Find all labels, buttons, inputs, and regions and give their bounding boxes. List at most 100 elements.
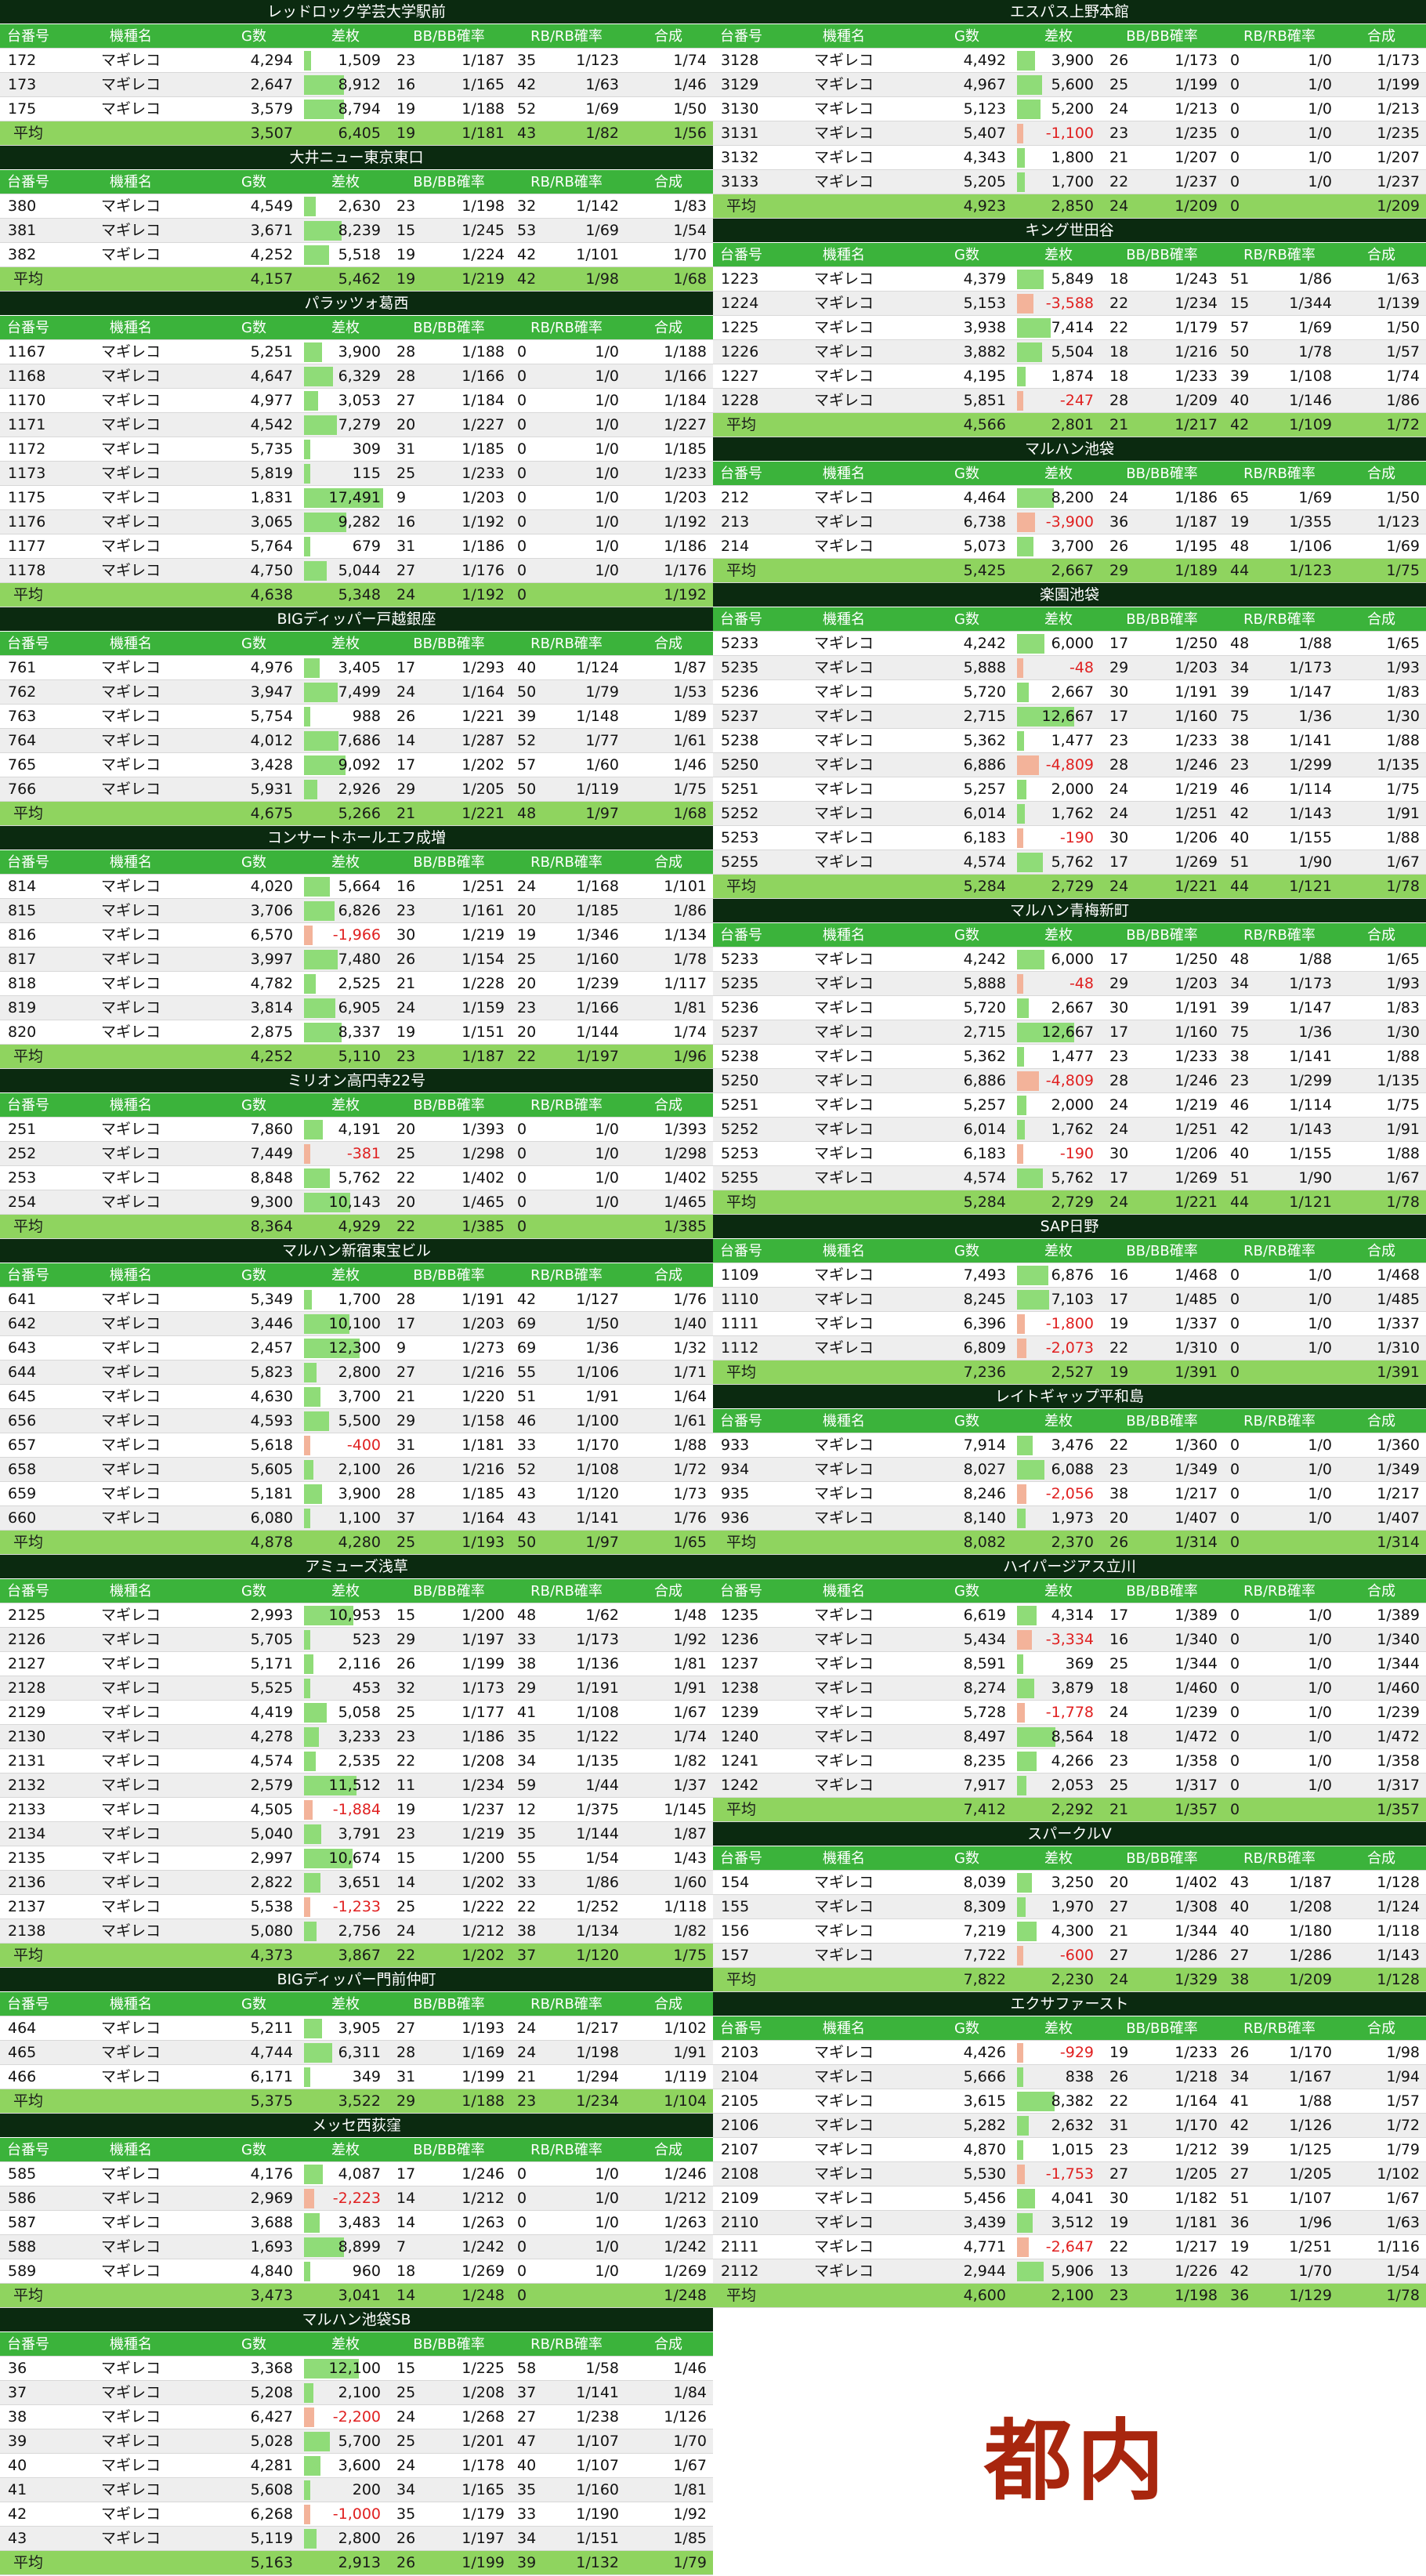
table-row: 5238 マギレコ 5,362 1,477 23 1/233 38 1/141 1/88 (713, 729, 1426, 753)
table-row: 5251 マギレコ 5,257 2,000 24 1/219 46 1/114 1/75 (713, 1093, 1426, 1118)
col-header-machine-name: 機種名 (823, 1243, 865, 1259)
combined-cell: 1/82 (673, 1922, 707, 1940)
diff-bar (304, 51, 311, 71)
bb-rate: 1/219 (1174, 781, 1218, 798)
store-title: メッセ西荻窪 (0, 2114, 713, 2138)
col-header-machine-no: 台番号 (7, 1583, 49, 1600)
diff-bar (1017, 2262, 1044, 2281)
rb-rate: 1/143 (1289, 805, 1332, 822)
col-header-machine-name: 機種名 (823, 28, 865, 45)
store-block: エクサファースト 台番号 機種名 G数 差枚 BB/BB確率 RB/RB確率 合成 2103 マギ… (713, 1992, 1426, 2308)
rb-rate: 1/147 (1289, 999, 1332, 1016)
col-header-rb: RB/RB確率 (530, 28, 603, 45)
diff-cell: -2,073 (1015, 1336, 1102, 1360)
store-title: ハイパージアス立川 (713, 1555, 1426, 1579)
rb-pair: 0 1/0 (1230, 1312, 1337, 1336)
table-row: 1240 マギレコ 8,497 8,564 18 1/472 0 1/0 1/472 (713, 1725, 1426, 1749)
games-cell: 5,754 (250, 708, 293, 725)
table-row: 1223 マギレコ 4,379 5,849 18 1/243 51 1/86 1/63 (713, 267, 1426, 292)
combined-cell: 1/88 (1386, 829, 1420, 846)
machine-no-cell: 2137 (8, 1898, 46, 1915)
combined-cell: 1/360 (1377, 1437, 1420, 1454)
rb-cell: 42 1/143 (1222, 802, 1337, 826)
combined-cell: 1/349 (1377, 1461, 1420, 1478)
rb-count: 0 (1230, 1728, 1240, 1745)
machine-no-cell: 36 (8, 2360, 27, 2377)
bb-pair: 24 1/268 (396, 2405, 509, 2429)
bb-cell: 27 1/205 (1102, 2162, 1222, 2187)
diff-value: 10,143 (328, 1194, 381, 1211)
machine-no-cell: 1172 (8, 440, 46, 458)
machine-no-cell: 766 (8, 781, 37, 798)
combined-cell: 1/358 (1377, 1752, 1420, 1770)
col-header-bb: BB/BB確率 (413, 28, 485, 45)
bb-rate: 1/216 (461, 1364, 505, 1381)
diff-value: 4,087 (338, 2165, 381, 2183)
rb-rate: 1/155 (1289, 829, 1332, 846)
rb-rate: 1/170 (576, 1437, 619, 1454)
bb-count: 26 (1109, 538, 1129, 555)
games-cell: 5,181 (250, 1485, 293, 1502)
header-row: 台番号 機種名 G数 差枚 BB/BB確率 RB/RB確率 合成 (0, 24, 713, 49)
bb-rate: 1/164 (1174, 2092, 1218, 2110)
table-row: 173 マギレコ 2,647 8,912 16 1/165 42 1/63 1/46 (0, 73, 713, 97)
diff-cell: -3,900 (1015, 510, 1102, 534)
games-cell: 4,967 (963, 76, 1006, 93)
diff-value: -2,056 (1045, 1485, 1094, 1502)
bb-pair: 27 1/216 (396, 1360, 509, 1385)
rb-rate: 1/86 (585, 1874, 619, 1891)
table-row: 2107 マギレコ 4,870 1,015 23 1/212 39 1/125 1/79 (713, 2138, 1426, 2162)
bb-pair: 19 1/237 (396, 1798, 509, 1822)
rb-pair: 44 1/121 (1230, 1190, 1337, 1215)
machine-name-cell: マギレコ (100, 1607, 161, 1624)
rb-pair: 33 1/170 (517, 1433, 624, 1458)
rb-pair: 48 1/88 (1230, 947, 1337, 972)
rb-cell: 38 1/141 (1222, 1045, 1337, 1069)
diff-value: -1,233 (332, 1898, 381, 1915)
bb-pair: 25 1/317 (1109, 1773, 1222, 1798)
games-cell: 3,938 (963, 319, 1006, 336)
bb-rate: 1/201 (461, 2433, 505, 2450)
combined-cell: 1/460 (1377, 1679, 1420, 1697)
rb-cell: 23 1/234 (509, 2089, 624, 2114)
combined-cell: 1/119 (664, 2068, 707, 2085)
diff-bar (304, 2067, 310, 2087)
table-row: 2131 マギレコ 4,574 2,535 22 1/208 34 1/135 1/82 (0, 1749, 713, 1773)
bb-pair: 19 1/337 (1109, 1312, 1222, 1336)
combined-cell: 1/118 (1377, 1922, 1420, 1940)
rb-count: 48 (1230, 538, 1250, 555)
bb-count: 30 (1109, 2190, 1129, 2207)
games-cell: 2,997 (250, 1850, 293, 1867)
col-header-games: G数 (954, 247, 979, 263)
rb-pair: 27 1/238 (517, 2405, 624, 2429)
table-row: 588 マギレコ 1,693 8,899 7 1/242 0 1/0 1/242 (0, 2235, 713, 2259)
bb-rate: 1/181 (1174, 2214, 1218, 2231)
rb-rate: 1/143 (1289, 1121, 1332, 1138)
bb-rate: 1/185 (461, 1485, 505, 1502)
bb-count: 26 (396, 2554, 416, 2571)
bb-pair: 26 1/195 (1109, 534, 1222, 559)
bb-count: 19 (396, 270, 416, 288)
table-row: 1228 マギレコ 5,851 -247 28 1/209 40 1/146 1/86 (713, 389, 1426, 413)
rb-cell: 0 1/0 (1222, 97, 1337, 121)
bb-rate: 1/460 (1174, 1679, 1218, 1697)
bb-rate: 1/308 (1174, 1898, 1218, 1915)
bb-cell: 9 1/203 (389, 486, 509, 510)
rb-count: 25 (517, 951, 537, 968)
machine-no-cell: 761 (8, 659, 37, 676)
bb-count: 24 (1109, 878, 1129, 895)
games-cell: 7,493 (963, 1266, 1006, 1284)
diff-value: 3,405 (338, 659, 381, 676)
bb-count: 31 (396, 538, 416, 555)
diff-value: 5,664 (338, 878, 381, 895)
combined-cell: 1/48 (673, 1607, 707, 1624)
machine-name-cell: マギレコ (100, 2068, 161, 2085)
rb-count: 0 (1230, 1266, 1240, 1284)
average-row: 平均 4,638 5,348 24 1/192 0 1/192 (0, 583, 713, 607)
machine-no-cell: 765 (8, 756, 37, 774)
col-header-games: G数 (241, 1267, 266, 1284)
rb-pair: 0 (1230, 1531, 1337, 1555)
rb-pair: 42 1/126 (1230, 2114, 1337, 2138)
bb-cell: 17 1/389 (1102, 1603, 1222, 1628)
diff-cell: -2,223 (302, 2187, 389, 2211)
